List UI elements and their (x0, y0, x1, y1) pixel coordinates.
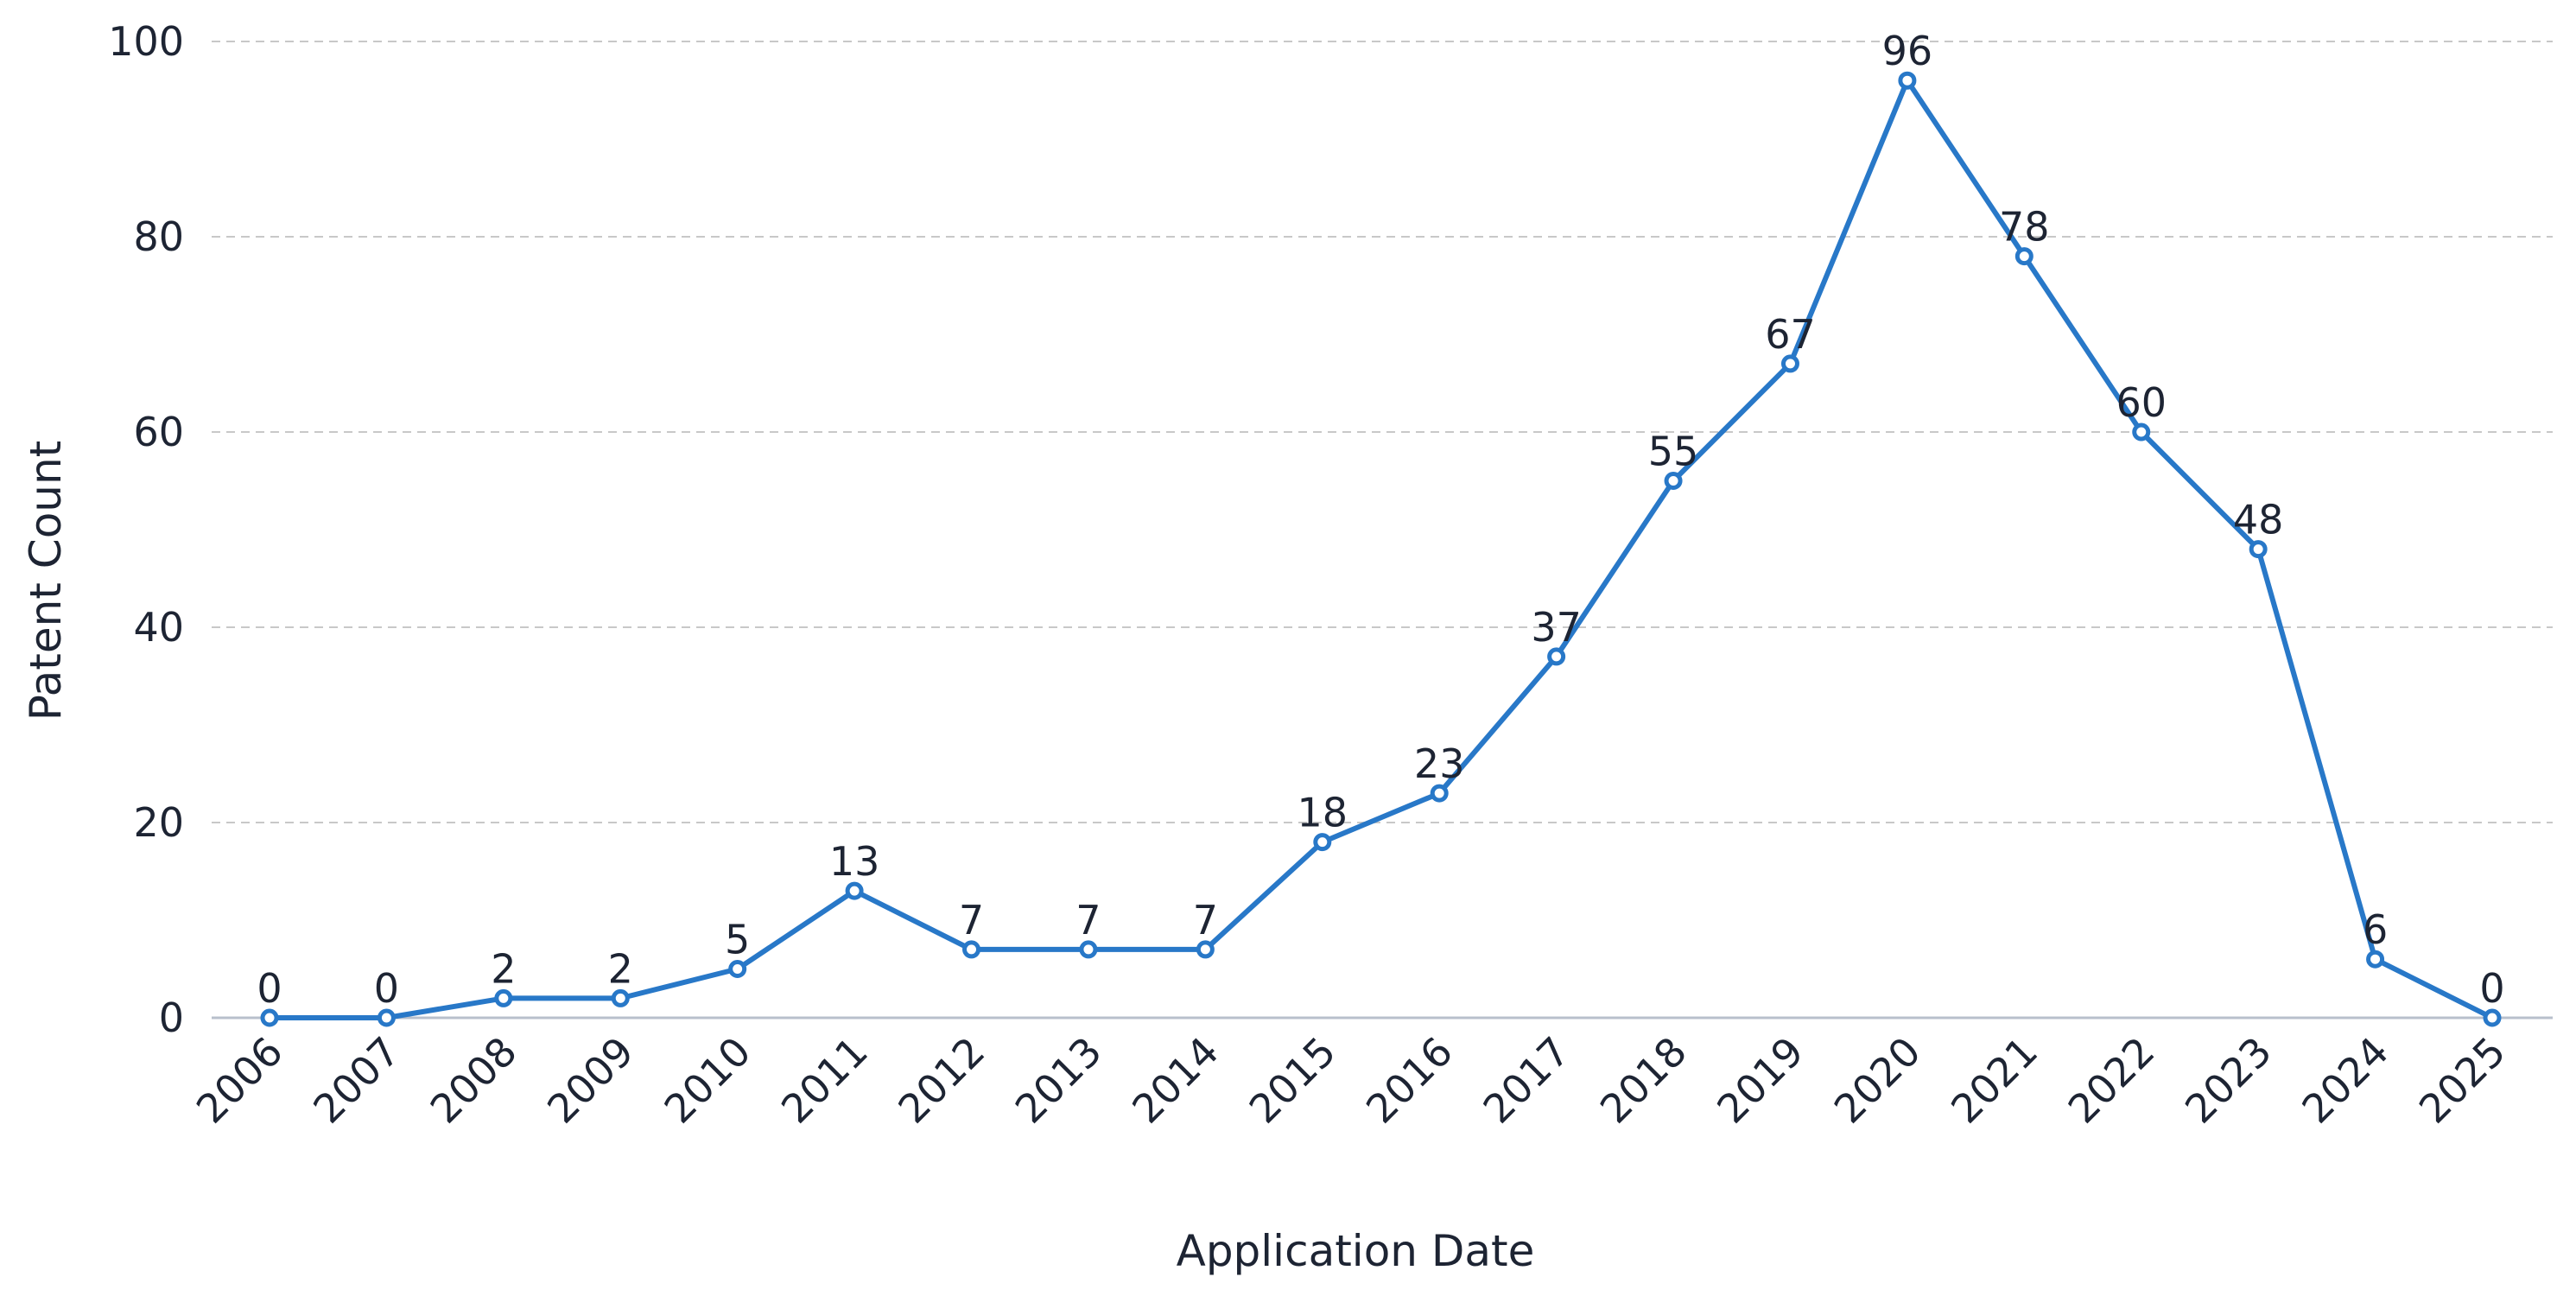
data-label: 7 (1075, 897, 1101, 943)
data-point (962, 940, 981, 959)
data-label: 48 (2233, 497, 2284, 543)
data-point (611, 988, 630, 1007)
data-point (1079, 940, 1098, 959)
y-tick-label: 40 (133, 604, 184, 651)
data-label: 7 (1193, 897, 1218, 943)
data-point (1196, 940, 1215, 959)
data-label: 0 (374, 965, 399, 1012)
data-point (728, 960, 747, 978)
x-tick-label: 2025 (2410, 1028, 2515, 1133)
data-label: 37 (1531, 604, 1582, 651)
data-point (1313, 833, 1332, 852)
x-tick-label: 2011 (772, 1028, 877, 1133)
data-label: 2 (608, 945, 633, 992)
data-label: 96 (1882, 28, 1933, 74)
gridlines (212, 41, 2553, 823)
x-tick-label: 2015 (1240, 1028, 1345, 1133)
y-tick-label: 0 (159, 994, 184, 1041)
data-label: 55 (1648, 429, 1699, 475)
x-tick-label: 2008 (422, 1028, 526, 1133)
data-point (494, 988, 513, 1007)
data-label: 6 (2363, 906, 2388, 953)
x-tick-label: 2022 (2059, 1028, 2164, 1133)
data-point (2249, 540, 2268, 559)
x-tick-label: 2012 (889, 1028, 993, 1133)
data-label: 78 (1999, 204, 2050, 251)
data-label: 2 (491, 945, 516, 992)
data-label: 67 (1765, 311, 1816, 358)
data-point (1664, 472, 1683, 490)
x-tick-label: 2020 (1825, 1028, 1930, 1133)
x-axis-title: Application Date (1177, 1226, 1535, 1276)
y-tick-label: 100 (108, 18, 184, 65)
x-tick-label: 2006 (187, 1028, 292, 1133)
data-point (1780, 354, 1799, 373)
data-label: 60 (2116, 379, 2167, 426)
series-line (267, 78, 2495, 1020)
y-tick-labels: 0 20 40 60 80 100 (108, 18, 184, 1041)
data-label: 7 (959, 897, 984, 943)
data-label: 23 (1414, 740, 1465, 787)
x-tick-label: 2014 (1123, 1028, 1228, 1133)
data-point (260, 1008, 279, 1027)
x-tick-label: 2010 (655, 1028, 759, 1133)
x-tick-label: 2024 (2293, 1028, 2397, 1133)
x-tick-label: 2021 (1942, 1028, 2046, 1133)
x-tick-label: 2017 (1474, 1028, 1578, 1133)
data-point (1430, 784, 1449, 803)
y-tick-label: 80 (133, 213, 184, 260)
x-tick-label: 2023 (2176, 1028, 2281, 1133)
x-tick-label: 2013 (1006, 1028, 1111, 1133)
data-point (1898, 71, 1917, 90)
x-tick-label: 2018 (1591, 1028, 1696, 1133)
data-point (2483, 1008, 2502, 1027)
x-tick-label: 2007 (304, 1028, 409, 1133)
y-tick-label: 20 (133, 799, 184, 846)
x-tick-label: 2019 (1708, 1028, 1812, 1133)
data-point (377, 1008, 396, 1027)
data-point (845, 881, 864, 900)
data-label: 18 (1298, 790, 1348, 836)
data-label: 13 (829, 838, 880, 885)
data-point (2132, 422, 2151, 442)
y-tick-label: 60 (133, 409, 184, 455)
data-label: 0 (2479, 965, 2504, 1012)
data-label: 5 (725, 917, 750, 963)
x-tick-label: 2009 (538, 1028, 643, 1133)
x-tick-labels: 2006 2007 2008 2009 2010 2011 2012 2013 2014 2015… (187, 1028, 2515, 1133)
data-point (2014, 247, 2034, 266)
series-layer (260, 71, 2502, 1027)
data-label: 0 (257, 965, 282, 1012)
x-tick-label: 2016 (1357, 1028, 1462, 1133)
y-axis-title: Patent Count (21, 441, 71, 721)
data-point (2366, 950, 2385, 969)
data-point (1547, 647, 1566, 666)
